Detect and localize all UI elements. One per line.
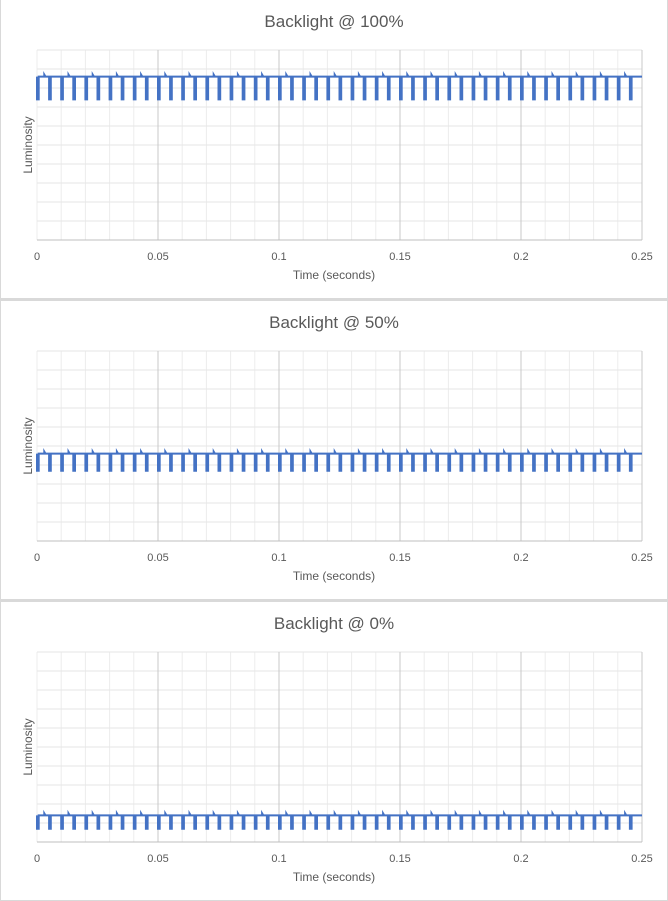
chart-panel-backlight-100: Backlight @ 100% 0 0.05 0.1 0.15 0.2 0.25 Lum…	[0, 0, 668, 298]
x-tick-label: 0.2	[513, 552, 528, 564]
x-tick-label: 0.1	[271, 552, 286, 564]
chart-plot: 0 0.05 0.1 0.15 0.2 0.25	[34, 350, 653, 564]
y-axis-label: Luminosity	[21, 417, 35, 475]
x-tick-label: 0.15	[389, 853, 410, 865]
x-tick-label: 0.2	[513, 853, 528, 865]
x-tick-label: 0.1	[271, 251, 286, 263]
chart-panel-backlight-50: Backlight @ 50% 0 0.05 0.1 0.15 0.2 0.25 Lumi…	[0, 301, 668, 599]
x-axis-label: Time (seconds)	[292, 268, 376, 282]
series-line	[36, 809, 642, 830]
x-tick-label: 0	[34, 853, 40, 865]
x-tick-label: 0.15	[389, 251, 410, 263]
x-tick-label: 0.25	[631, 552, 652, 564]
chart-title: Backlight @ 0%	[273, 614, 395, 633]
x-tick-label: 0.1	[271, 853, 286, 865]
series-line	[36, 70, 642, 101]
chart-title: Backlight @ 50%	[269, 313, 399, 332]
x-axis-label: Time (seconds)	[292, 870, 376, 884]
x-tick-label: 0	[34, 552, 40, 564]
x-tick-label: 0.05	[147, 853, 168, 865]
x-axis-label: Time (seconds)	[292, 569, 376, 583]
x-tick-label: 0.25	[631, 251, 652, 263]
y-axis-label: Luminosity	[21, 718, 35, 776]
x-tick-label: 0.15	[389, 552, 410, 564]
x-tick-label: 0.25	[631, 853, 652, 865]
chart-panel-backlight-0: Backlight @ 0% 0 0.05 0.1 0.15 0.2 0.25 Lumin…	[0, 602, 668, 900]
x-tick-label: 0.05	[147, 251, 168, 263]
chart-plot: 0 0.05 0.1 0.15 0.2 0.25	[34, 651, 653, 865]
series-line	[36, 447, 642, 472]
chart-plot: 0 0.05 0.1 0.15 0.2 0.25	[34, 49, 653, 263]
x-tick-label: 0.2	[513, 251, 528, 263]
chart-title: Backlight @ 100%	[264, 12, 404, 31]
x-tick-label: 0.05	[147, 552, 168, 564]
y-axis-label: Luminosity	[21, 116, 35, 174]
x-tick-label: 0	[34, 251, 40, 263]
